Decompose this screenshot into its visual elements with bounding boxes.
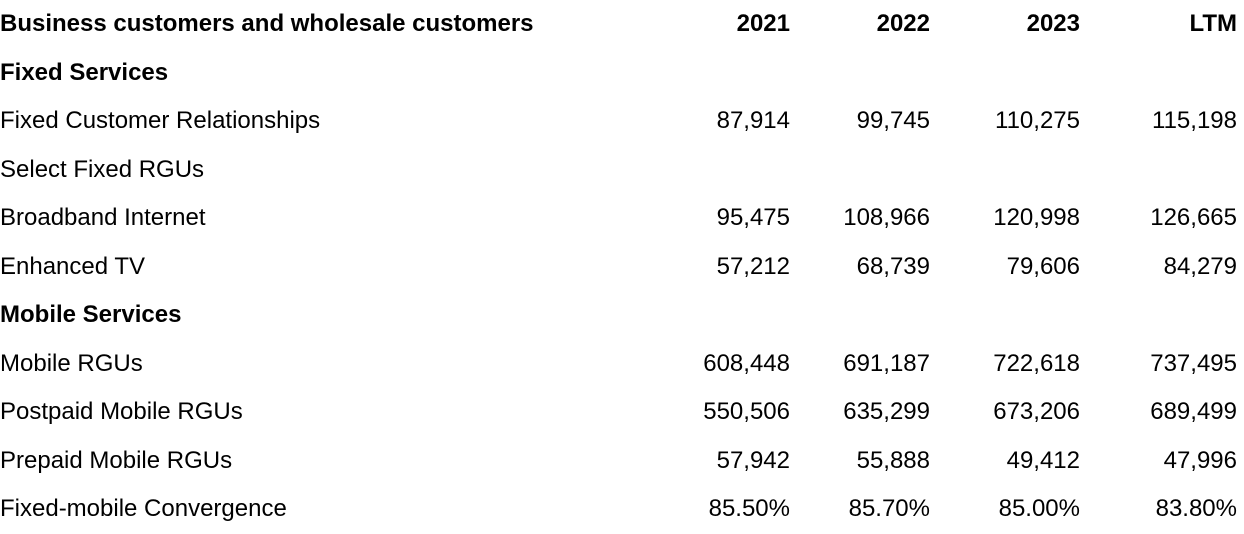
cell-value	[1080, 291, 1244, 340]
table-row: Postpaid Mobile RGUs 550,506 635,299 673,20…	[0, 388, 1244, 437]
table-row: Prepaid Mobile RGUs 57,942 55,888 49,412 47,…	[0, 437, 1244, 486]
row-label: Select Fixed RGUs	[0, 155, 205, 183]
cell-value: 737,495	[1150, 349, 1237, 377]
header-col-2023: 2023	[1026, 10, 1080, 38]
header-title: Business customers and wholesale custome…	[0, 10, 534, 38]
cell-value	[1080, 146, 1244, 195]
cell-value: 120,998	[993, 204, 1080, 232]
cell-value: 691,187	[843, 349, 930, 377]
table-row: Fixed-mobile Convergence 85.50% 85.70% 85.0…	[0, 485, 1244, 534]
table-row: Mobile Services	[0, 291, 1244, 340]
cell-value	[790, 146, 930, 195]
row-label: Fixed Services	[0, 58, 169, 86]
cell-value: 635,299	[843, 398, 930, 426]
table-row: Mobile RGUs 608,448 691,187 722,618 737,495	[0, 340, 1244, 389]
cell-value: 95,475	[716, 204, 790, 232]
cell-value: 608,448	[703, 349, 790, 377]
cell-value: 55,888	[856, 446, 930, 474]
row-label: Enhanced TV	[0, 252, 145, 280]
table-row: Broadband Internet 95,475 108,966 120,998 12…	[0, 194, 1244, 243]
row-label: Prepaid Mobile RGUs	[0, 446, 233, 474]
cell-value	[930, 291, 1080, 340]
cell-value: 85.00%	[998, 495, 1080, 523]
cell-value: 57,942	[716, 446, 790, 474]
table-row: Enhanced TV 57,212 68,739 79,606 84,279	[0, 243, 1244, 292]
header-col-2022: 2022	[876, 10, 930, 38]
cell-value	[930, 49, 1080, 98]
cell-value: 79,606	[1006, 252, 1080, 280]
cell-value: 110,275	[995, 107, 1080, 135]
cell-value: 673,206	[993, 398, 1080, 426]
cell-value: 57,212	[716, 252, 790, 280]
cell-value: 99,745	[856, 107, 930, 135]
table-body: Fixed Services Fixed Customer Relationshi…	[0, 49, 1244, 534]
cell-value	[643, 291, 790, 340]
cell-value	[643, 49, 790, 98]
cell-value: 689,499	[1150, 398, 1237, 426]
cell-value	[930, 146, 1080, 195]
cell-value: 84,279	[1163, 252, 1237, 280]
table-header: Business customers and wholesale custome…	[0, 0, 1244, 49]
cell-value: 108,966	[843, 204, 930, 232]
row-label: Fixed-mobile Convergence	[0, 495, 287, 523]
row-label: Broadband Internet	[0, 204, 206, 232]
row-label: Mobile RGUs	[0, 349, 143, 377]
cell-value	[1080, 49, 1244, 98]
cell-value: 83.80%	[1155, 495, 1237, 523]
row-label: Postpaid Mobile RGUs	[0, 398, 243, 426]
table-row: Select Fixed RGUs	[0, 146, 1244, 195]
cell-value: 115,198	[1152, 107, 1237, 135]
cell-value: 722,618	[993, 349, 1080, 377]
cell-value: 47,996	[1163, 446, 1237, 474]
table-row: Fixed Services	[0, 49, 1244, 98]
cell-value: 68,739	[856, 252, 930, 280]
cell-value: 49,412	[1006, 446, 1080, 474]
row-label: Fixed Customer Relationships	[0, 107, 321, 135]
cell-value	[790, 291, 930, 340]
header-col-ltm: LTM	[1189, 10, 1237, 38]
cell-value	[643, 146, 790, 195]
row-label: Mobile Services	[0, 301, 182, 329]
cell-value: 87,914	[716, 107, 790, 135]
cell-value: 126,665	[1150, 204, 1237, 232]
header-row: Business customers and wholesale custome…	[0, 0, 1244, 49]
cell-value: 85.50%	[708, 495, 790, 523]
cell-value	[790, 49, 930, 98]
cell-value: 85.70%	[848, 495, 930, 523]
table-row: Fixed Customer Relationships 87,914 99,745…	[0, 97, 1244, 146]
cell-value: 550,506	[703, 398, 790, 426]
header-col-2021: 2021	[736, 10, 790, 38]
